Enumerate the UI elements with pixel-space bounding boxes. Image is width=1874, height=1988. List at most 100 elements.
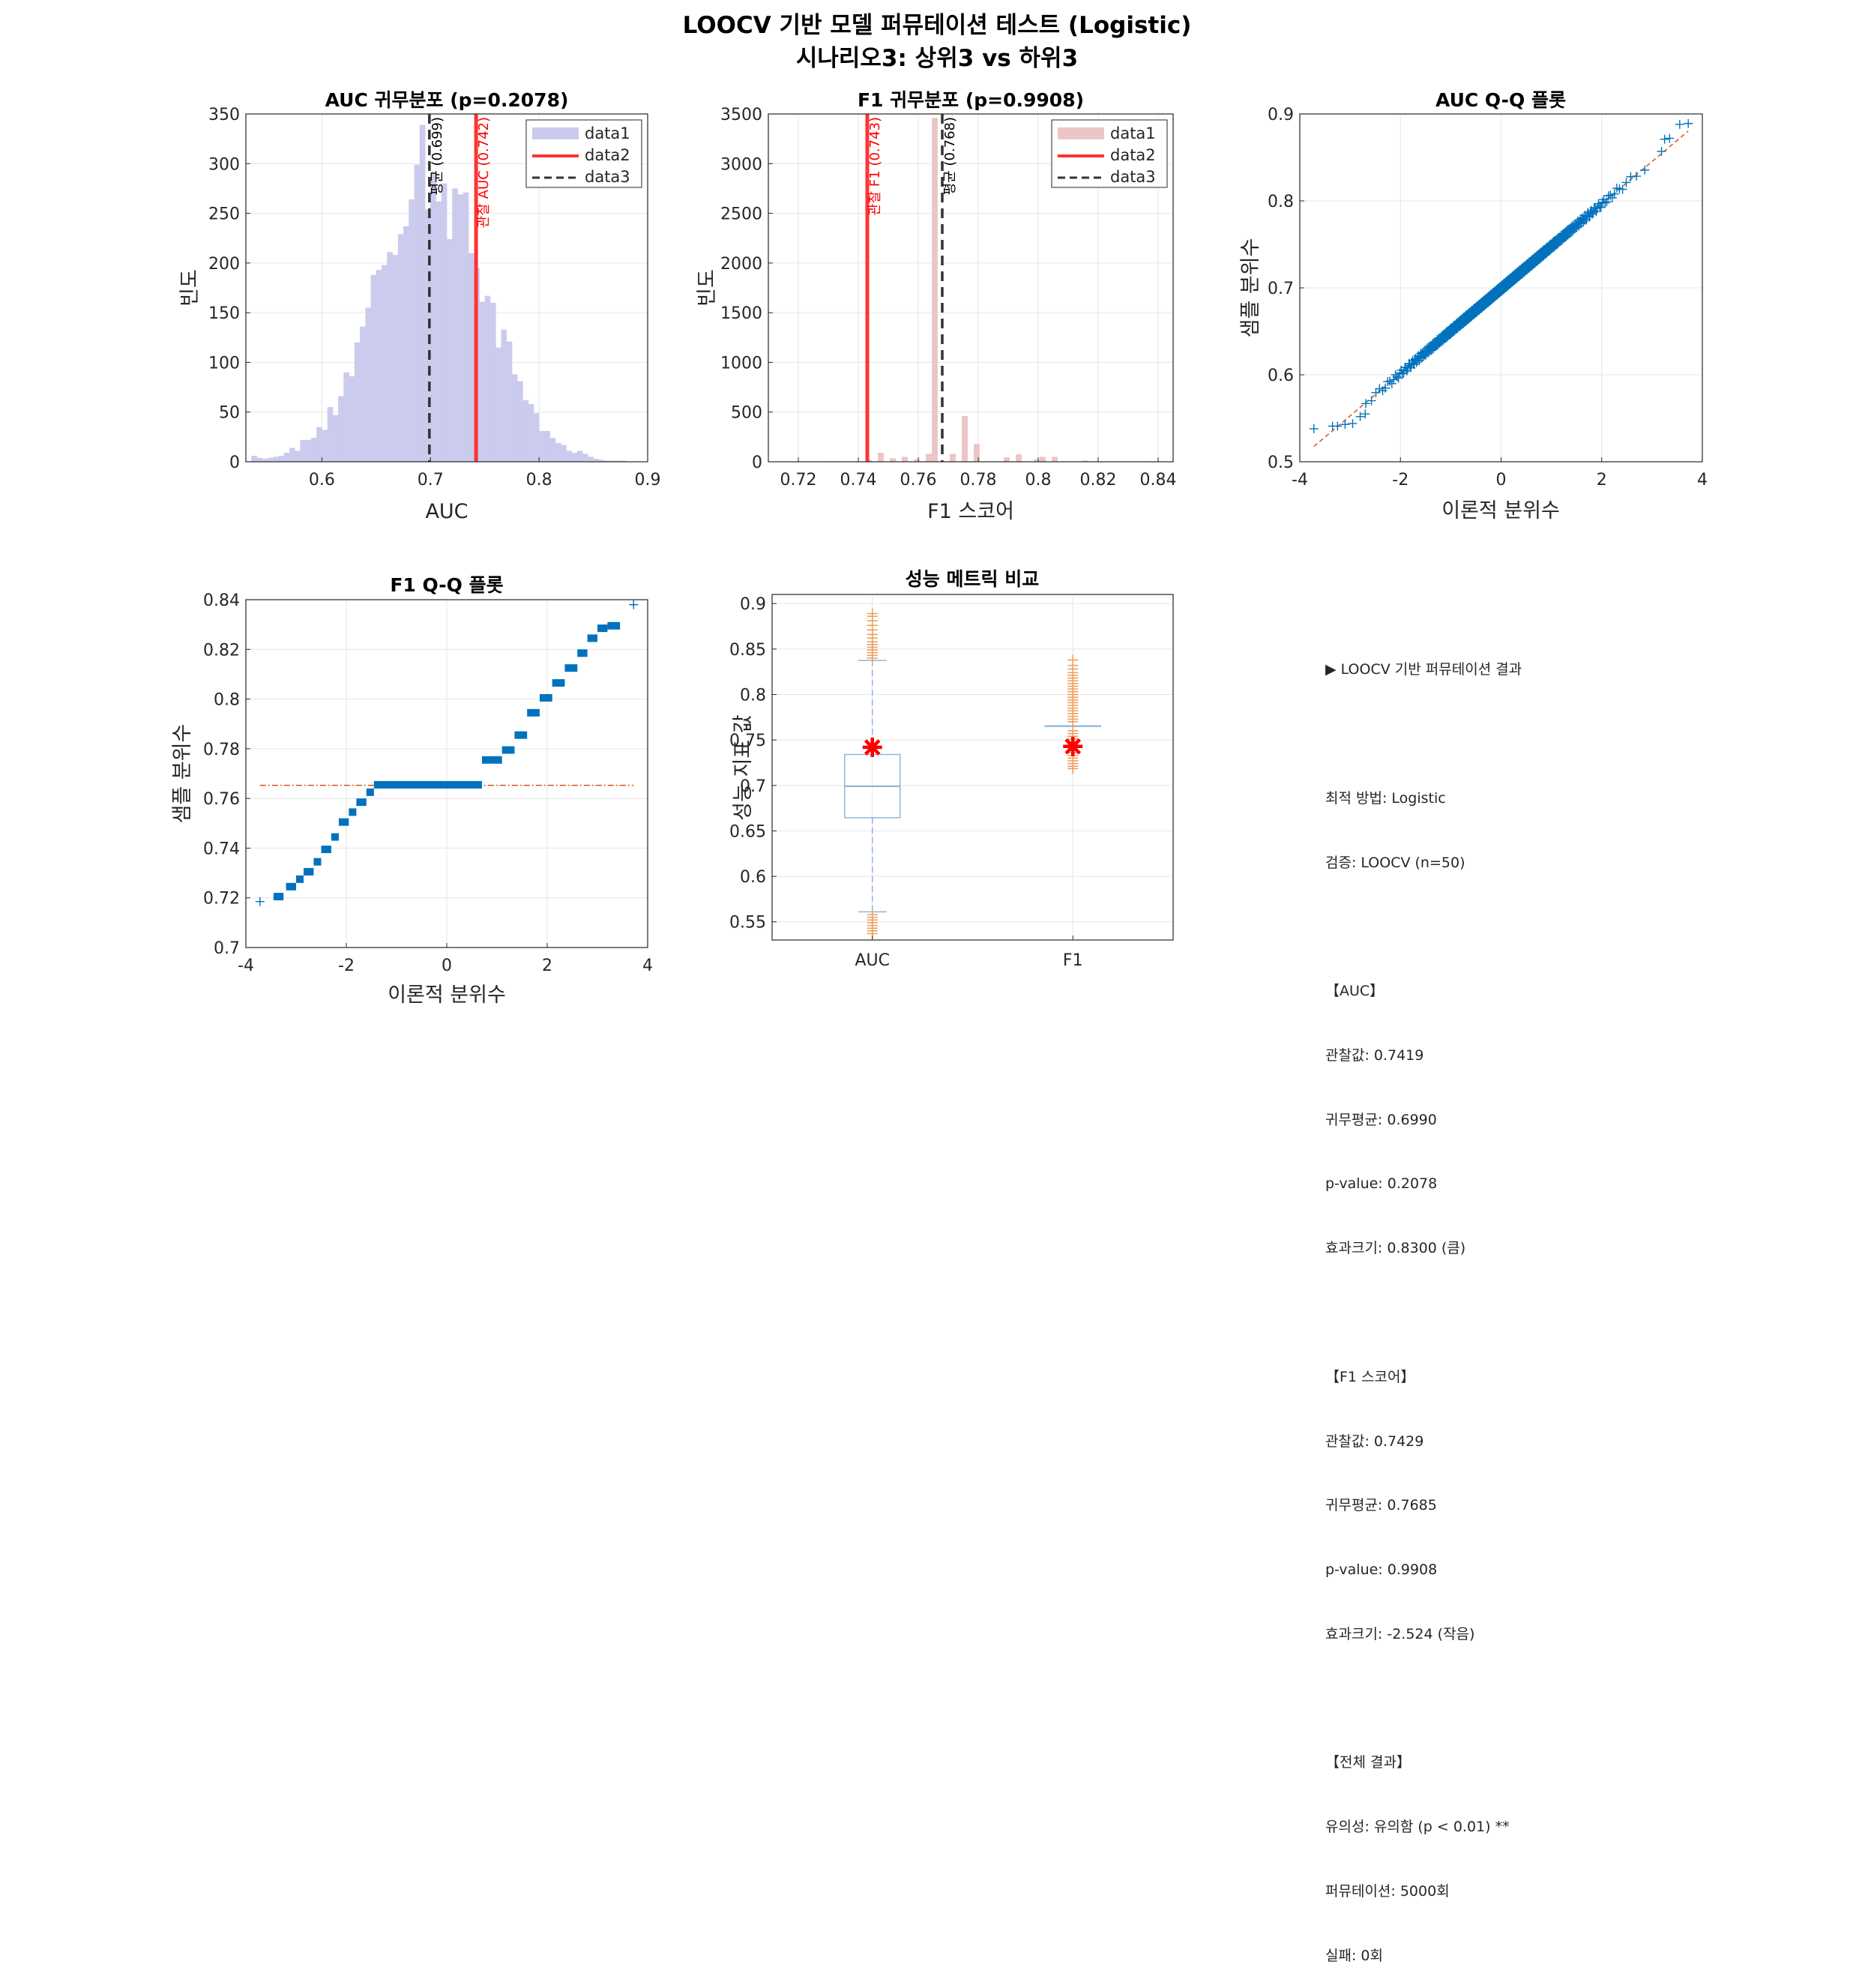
histogram-bar — [1040, 457, 1046, 462]
x-tick-label: 0.7 — [418, 471, 444, 490]
legend-label-data3: data3 — [585, 168, 630, 186]
legend-label-data2: data2 — [585, 146, 630, 164]
outlier-marker — [1067, 654, 1079, 666]
auc-qq-plot: -4 -2 0 2 4 0.5 0.6 0.7 0.8 0.9 AUC Q-Q 플롯 이론적 분위… — [1239, 89, 1708, 522]
y-tick-label: 1000 — [720, 354, 762, 373]
qq-point-run — [527, 708, 540, 717]
y-tick-label: 0 — [752, 454, 762, 472]
x-tick-label: 0.76 — [900, 471, 937, 490]
x-tick-label: 0.78 — [960, 471, 997, 490]
histogram-bar — [962, 416, 968, 462]
observed-star — [1063, 736, 1083, 756]
qq-point — [1632, 172, 1642, 181]
histogram-bar — [615, 460, 621, 462]
histogram-bar — [566, 451, 572, 462]
x-tick-label: -4 — [1292, 471, 1308, 490]
y-tick-label: 0.6 — [740, 868, 766, 887]
histogram-bar — [360, 326, 366, 462]
histogram-bar — [262, 459, 268, 462]
histogram-bar — [436, 201, 442, 462]
histogram-bar — [549, 438, 556, 462]
histogram-bar — [511, 374, 518, 462]
qq-points — [1309, 118, 1693, 448]
qq-point-run — [338, 818, 349, 826]
qq-point — [1609, 189, 1619, 199]
metric-boxplot: 0.55 0.6 0.65 0.7 0.75 0.8 0.85 0.9 AUC F1 성능 메트릭… — [729, 568, 1174, 970]
qq-point-run — [331, 833, 339, 841]
f1-observed: 관찰값: 0.7429 — [1325, 1433, 1424, 1450]
histogram-bar — [974, 444, 980, 462]
x-tick-label: 0 — [442, 957, 452, 975]
x-tick-label: 0.82 — [1080, 471, 1117, 490]
qq-point-run — [321, 846, 331, 854]
y-tick-label: 2500 — [720, 205, 762, 224]
histogram-bar — [316, 427, 322, 462]
qq-point — [1684, 118, 1693, 128]
histogram-bar — [1004, 457, 1010, 462]
overall-failures: 실패: 0회 — [1325, 1947, 1383, 1964]
qq-point — [1665, 133, 1675, 143]
histogram-bar — [878, 453, 884, 462]
f1-effect-size: 효과크기: -2.524 (작음) — [1325, 1625, 1475, 1642]
histogram-bar — [452, 188, 458, 462]
histogram-bar — [305, 439, 312, 462]
histogram-bar — [463, 192, 469, 462]
histogram-bar — [310, 438, 317, 462]
x-tick-label: AUC — [855, 951, 890, 970]
y-tick-label: 100 — [208, 354, 240, 373]
f1-null-mean: 귀무평균: 0.7685 — [1325, 1497, 1437, 1514]
histogram-bar — [890, 458, 896, 462]
axes-box — [245, 113, 648, 463]
histogram-bar — [273, 457, 279, 462]
histogram-bar — [430, 173, 436, 463]
legend-label-data1: data1 — [1110, 124, 1156, 142]
histogram-bar — [376, 270, 382, 462]
qq-point-run — [564, 664, 578, 672]
reference-lines: 관찰 F1 (0.743) 평균 (0.768) — [865, 114, 958, 462]
x-axis-label: F1 스코어 — [927, 500, 1014, 523]
y-tick-label: 50 — [219, 404, 240, 423]
histogram-bar — [1082, 460, 1088, 462]
y-tick-label: 250 — [208, 205, 240, 224]
qq-point — [629, 600, 639, 609]
auc-pvalue: p-value: 0.2078 — [1325, 1175, 1438, 1193]
boxes — [844, 608, 1101, 939]
histogram-bar — [397, 234, 404, 462]
ticks: -4 -2 0 2 4 0.5 0.6 0.7 0.8 0.9 — [1268, 106, 1708, 490]
histogram-bar — [489, 302, 496, 462]
legend-swatch-data1 — [1058, 127, 1104, 139]
legend-label-data3: data3 — [1110, 168, 1156, 186]
auc-effect-size: 효과크기: 0.8300 (큼) — [1325, 1240, 1466, 1257]
y-tick-label: 300 — [208, 155, 240, 174]
histogram-bar — [609, 460, 615, 462]
histogram-bar — [484, 295, 491, 462]
qq-point — [1361, 399, 1370, 409]
histogram-bar — [447, 239, 453, 462]
histogram-bar — [522, 400, 529, 462]
f1-null-histogram: 관찰 F1 (0.743) 평균 (0.768) 0.72 0.74 0.76 0.78… — [696, 89, 1176, 523]
qq-point — [1385, 376, 1395, 386]
y-tick-label: 0.7 — [740, 777, 766, 796]
histogram-bar — [322, 430, 328, 462]
histogram-bar — [555, 442, 561, 462]
x-tick-label: -4 — [238, 957, 254, 975]
qq-point — [1591, 207, 1601, 217]
qq-point-run — [356, 798, 367, 807]
legend-label-data2: data2 — [1110, 146, 1156, 164]
auc-null-mean: 귀무평균: 0.6990 — [1325, 1111, 1437, 1128]
histogram-bar — [1016, 454, 1022, 462]
axes-box — [768, 113, 1174, 463]
qq-point — [1361, 409, 1370, 419]
qq-point — [1387, 379, 1397, 388]
y-tick-label: 0.75 — [729, 732, 766, 750]
f1-qq-plot: -4 -2 0 2 4 0.7 0.72 0.74 0.76 0.78 0.8 0.82 0.84 F1… — [171, 574, 653, 1007]
histogram-bar — [593, 459, 600, 462]
results-header: ▶ LOOCV 기반 퍼뮤테이션 결과 — [1325, 661, 1522, 678]
qq-point-run — [296, 875, 304, 883]
histogram-bar — [506, 341, 513, 462]
histogram-bar — [517, 381, 523, 462]
f1-pvalue: p-value: 0.9908 — [1325, 1561, 1438, 1579]
qq-point — [1602, 197, 1612, 207]
histogram-bar — [598, 460, 605, 462]
histogram-bar — [349, 376, 355, 462]
